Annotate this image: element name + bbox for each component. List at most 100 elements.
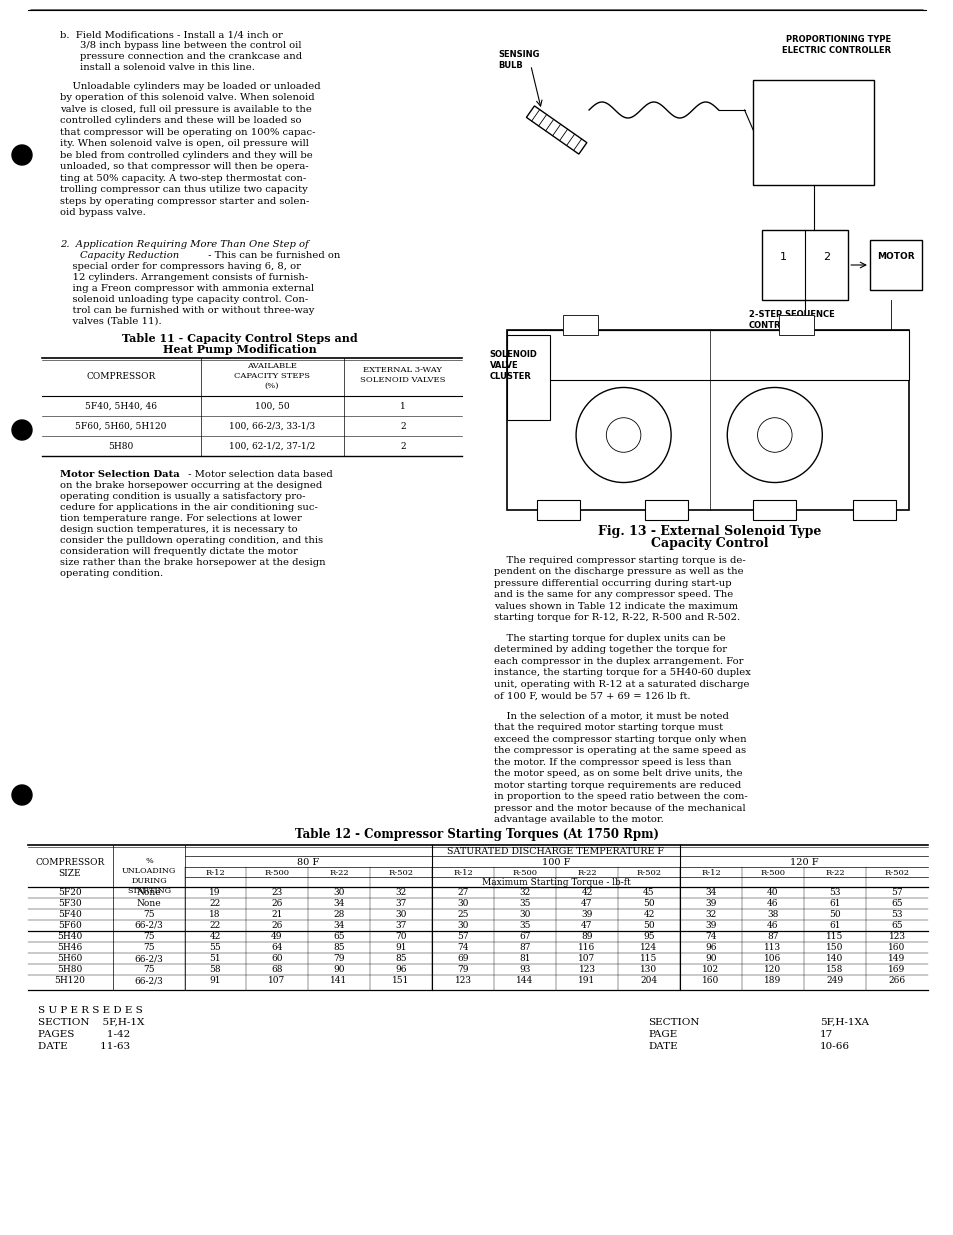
Text: 130: 130 — [639, 965, 657, 974]
Text: 120 F: 120 F — [789, 858, 818, 867]
Text: 22: 22 — [209, 921, 220, 930]
Text: 5H120: 5H120 — [54, 976, 86, 986]
Text: 5F20: 5F20 — [58, 888, 82, 897]
Text: R-12: R-12 — [205, 869, 225, 877]
Text: 26: 26 — [271, 899, 282, 908]
Circle shape — [757, 417, 791, 452]
Text: solenoid unloading type capacity control. Con-: solenoid unloading type capacity control… — [60, 295, 308, 304]
Text: SATURATED DISCHARGE TEMPERATURE F: SATURATED DISCHARGE TEMPERATURE F — [447, 847, 664, 856]
Text: 30: 30 — [518, 910, 530, 919]
Text: DATE: DATE — [647, 1042, 677, 1051]
Text: MOTOR: MOTOR — [876, 252, 914, 261]
Text: Motor Selection Data: Motor Selection Data — [60, 471, 179, 479]
Text: 65: 65 — [890, 921, 902, 930]
Text: 79: 79 — [333, 953, 344, 963]
Text: 95: 95 — [642, 932, 654, 941]
Text: operating condition.: operating condition. — [60, 569, 163, 578]
Text: 123: 123 — [454, 976, 471, 986]
Text: 5F40: 5F40 — [58, 910, 82, 919]
Text: 18: 18 — [209, 910, 220, 919]
Text: Capacity Reduction: Capacity Reduction — [80, 251, 179, 261]
Circle shape — [576, 388, 670, 483]
Text: R-12: R-12 — [453, 869, 473, 877]
Text: None: None — [136, 888, 161, 897]
Text: 75: 75 — [143, 932, 154, 941]
Circle shape — [726, 388, 821, 483]
Text: 160: 160 — [887, 944, 904, 952]
Text: - Motor selection data based: - Motor selection data based — [185, 471, 333, 479]
Text: 90: 90 — [704, 953, 716, 963]
Text: 5F40, 5H40, 46: 5F40, 5H40, 46 — [85, 403, 157, 411]
Text: 32: 32 — [704, 910, 716, 919]
Text: 37: 37 — [395, 921, 406, 930]
Text: 47: 47 — [580, 899, 592, 908]
Text: COMPRESSOR: COMPRESSOR — [87, 372, 155, 382]
Bar — [753, 80, 873, 185]
Text: consideration will frequently dictate the motor: consideration will frequently dictate th… — [60, 547, 297, 556]
Text: consider the pulldown operating condition, and this: consider the pulldown operating conditio… — [60, 536, 323, 545]
Text: 22: 22 — [209, 899, 220, 908]
Text: 149: 149 — [887, 953, 904, 963]
Bar — [506, 330, 908, 510]
Text: 74: 74 — [456, 944, 468, 952]
Text: 91: 91 — [209, 976, 220, 986]
Text: 46: 46 — [766, 921, 778, 930]
Bar — [562, 315, 597, 335]
Text: R-502: R-502 — [883, 869, 908, 877]
Text: tion temperature range. For selections at lower: tion temperature range. For selections a… — [60, 514, 301, 522]
Text: 150: 150 — [825, 944, 842, 952]
Text: 61: 61 — [828, 899, 840, 908]
Text: 27: 27 — [456, 888, 468, 897]
Text: 85: 85 — [395, 953, 406, 963]
Text: 5F,H-1XA: 5F,H-1XA — [820, 1018, 868, 1028]
Text: 34: 34 — [333, 899, 344, 908]
Text: 5F60: 5F60 — [58, 921, 82, 930]
Text: 42: 42 — [580, 888, 592, 897]
Text: 67: 67 — [518, 932, 530, 941]
Text: 266: 266 — [887, 976, 904, 986]
Text: 42: 42 — [209, 932, 220, 941]
Text: 2.  Application Requiring More Than One Step of: 2. Application Requiring More Than One S… — [60, 240, 309, 249]
Text: 87: 87 — [766, 932, 778, 941]
Text: 30: 30 — [456, 899, 468, 908]
Text: 85: 85 — [333, 944, 344, 952]
Text: R-22: R-22 — [824, 869, 844, 877]
Text: 50: 50 — [828, 910, 840, 919]
Text: 58: 58 — [209, 965, 220, 974]
Text: R-500: R-500 — [512, 869, 537, 877]
Text: 21: 21 — [271, 910, 282, 919]
Text: In the selection of a motor, it must be noted
that the required motor starting t: In the selection of a motor, it must be … — [494, 713, 747, 824]
Text: 102: 102 — [701, 965, 719, 974]
Text: Table 12 - Compressor Starting Torques (At 1750 Rpm): Table 12 - Compressor Starting Torques (… — [294, 827, 659, 841]
Text: 151: 151 — [392, 976, 409, 986]
Text: cedure for applications in the air conditioning suc-: cedure for applications in the air condi… — [60, 503, 317, 513]
Text: 26: 26 — [271, 921, 282, 930]
Bar — [537, 500, 579, 520]
Text: 100, 50: 100, 50 — [254, 403, 289, 411]
Text: 5H46: 5H46 — [57, 944, 83, 952]
Text: ing a Freon compressor with ammonia external: ing a Freon compressor with ammonia exte… — [60, 284, 314, 293]
Text: 47: 47 — [580, 921, 592, 930]
Bar — [761, 230, 847, 300]
Text: 35: 35 — [518, 921, 530, 930]
Text: 34: 34 — [704, 888, 716, 897]
Text: 30: 30 — [456, 921, 468, 930]
Text: size rather than the brake horsepower at the design: size rather than the brake horsepower at… — [60, 558, 325, 567]
Text: COMPRESSOR
SIZE: COMPRESSOR SIZE — [35, 858, 105, 878]
Text: 37: 37 — [395, 899, 406, 908]
Text: None: None — [136, 899, 161, 908]
Circle shape — [606, 417, 640, 452]
Text: Heat Pump Modification: Heat Pump Modification — [163, 345, 316, 354]
Text: 5F30: 5F30 — [58, 899, 82, 908]
Circle shape — [12, 420, 32, 440]
Text: install a solenoid valve in this line.: install a solenoid valve in this line. — [80, 63, 254, 72]
Text: SENSING
BULB: SENSING BULB — [497, 49, 539, 70]
Text: 120: 120 — [763, 965, 781, 974]
Text: 57: 57 — [890, 888, 902, 897]
Text: 57: 57 — [456, 932, 468, 941]
Text: 50: 50 — [642, 921, 654, 930]
Text: 30: 30 — [333, 888, 344, 897]
Bar — [506, 335, 550, 420]
Text: 35: 35 — [518, 899, 530, 908]
Text: 23: 23 — [271, 888, 282, 897]
